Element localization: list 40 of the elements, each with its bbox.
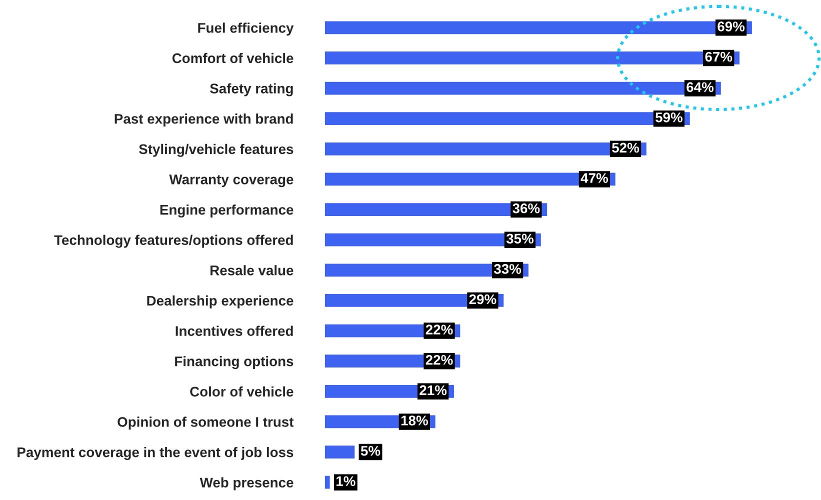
- data-label: 21%: [420, 385, 447, 396]
- y-tick-label: Past experience with brand: [114, 114, 293, 127]
- bar: [324, 50, 741, 66]
- y-tick-label: Financing options: [175, 356, 294, 370]
- y-tick-label: Web presence: [200, 477, 294, 490]
- bar: [324, 444, 356, 460]
- data-label: 22%: [426, 324, 453, 334]
- y-tick-label: Dealership experience: [147, 295, 294, 308]
- data-label: 64%: [686, 82, 714, 92]
- y-tick-label: Color of vehicle: [190, 386, 294, 397]
- data-label: 69%: [718, 22, 745, 32]
- data-label: 47%: [580, 173, 608, 183]
- bar: [324, 20, 754, 36]
- y-tick-label: Payment coverage in the event of job loss: [18, 447, 294, 460]
- bar: [324, 80, 722, 96]
- data-label: 5%: [360, 446, 380, 456]
- y-tick-label: Technology features/options offered: [54, 234, 293, 248]
- data-label: 52%: [612, 142, 640, 153]
- data-label: 22%: [426, 354, 453, 365]
- y-tick-label: Resale value: [210, 265, 294, 276]
- data-label: 35%: [506, 234, 534, 244]
- y-tick-label: Safety rating: [210, 83, 293, 96]
- data-label: 36%: [512, 203, 540, 214]
- data-label: 29%: [469, 294, 496, 304]
- bar: [324, 474, 332, 490]
- y-tick-label: Incentives offered: [176, 326, 293, 336]
- bar: [324, 141, 648, 157]
- data-label: 67%: [705, 52, 732, 62]
- y-tick-label: Styling/vehicle features: [139, 144, 294, 157]
- data-label: 1%: [336, 476, 356, 486]
- y-tick-label: Engine performance: [160, 204, 294, 218]
- data-label: 18%: [401, 416, 428, 426]
- bar: [324, 110, 692, 126]
- bar: [324, 171, 617, 188]
- y-tick-label: Comfort of vehicle: [172, 52, 294, 64]
- data-label: 33%: [494, 264, 522, 274]
- data-label: 59%: [655, 112, 682, 122]
- y-tick-label: Opinion of someone I trust: [118, 416, 294, 430]
- y-tick-label: Fuel efficiency: [198, 22, 294, 36]
- y-tick-label: Warranty coverage: [169, 174, 294, 188]
